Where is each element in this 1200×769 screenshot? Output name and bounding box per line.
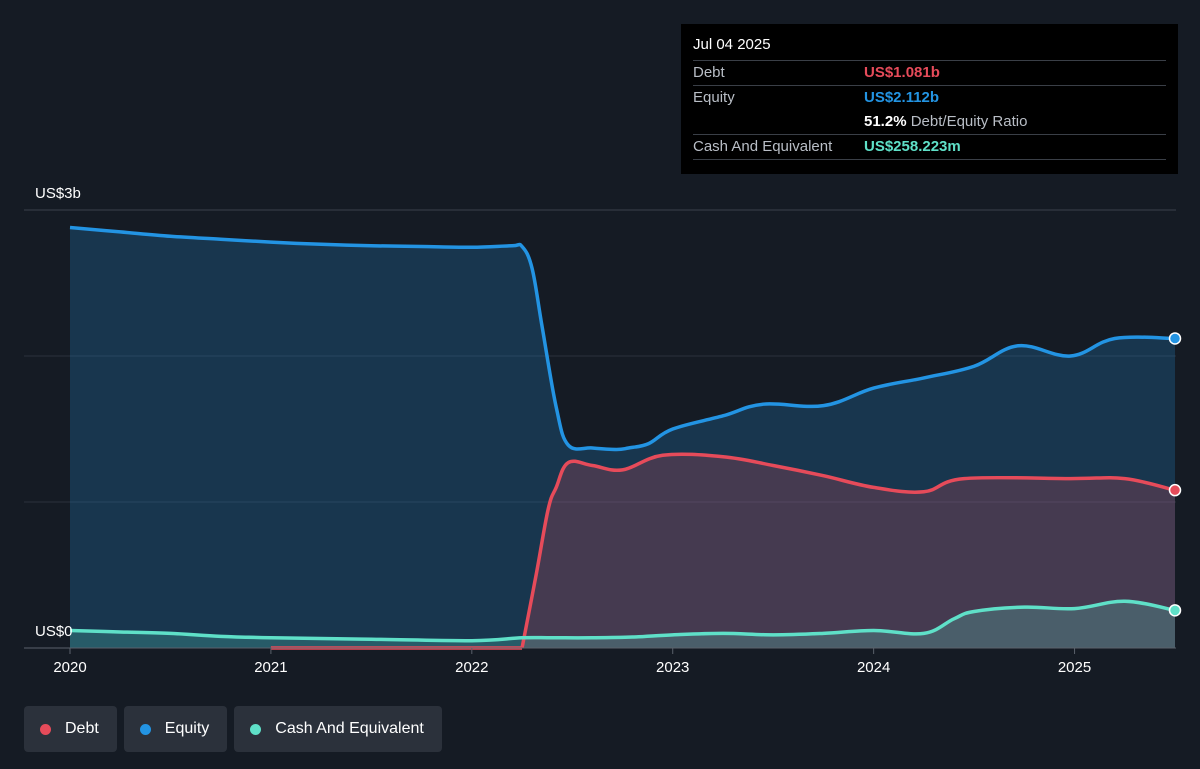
tooltip-panel: Jul 04 2025 Debt US$1.081b Equity US$2.1… xyxy=(681,24,1178,174)
end-dot-cash xyxy=(1168,604,1182,617)
legend-label-debt: Debt xyxy=(65,720,99,737)
y-tick-label-bottom: US$0 xyxy=(35,623,73,640)
chart-legend: Debt Equity Cash And Equivalent xyxy=(24,706,442,752)
y-tick-label-top: US$3b xyxy=(35,185,81,202)
tooltip-cash-label: Cash And Equivalent xyxy=(693,138,833,155)
legend-item-cash[interactable]: Cash And Equivalent xyxy=(234,706,442,752)
legend-dot-equity xyxy=(139,723,151,735)
legend-dot-debt xyxy=(40,723,51,735)
chart-areas xyxy=(70,227,1175,648)
line-cash xyxy=(69,599,1176,643)
area-debt xyxy=(522,454,1175,648)
tooltip-debt-row: Debt US$1.081b xyxy=(693,60,1166,85)
tooltip-equity-row: Equity US$2.112b xyxy=(693,85,1166,110)
tooltip-cash-value: US$258.223m xyxy=(864,138,961,155)
area-cash xyxy=(70,601,1175,648)
grid-lines xyxy=(24,209,1176,503)
x-tick-label: 2024 xyxy=(857,659,890,676)
tooltip-equity-label: Equity xyxy=(693,89,735,106)
tooltip-ratio-label: Debt/Equity Ratio xyxy=(910,113,1028,130)
tooltip-ratio-value: 51.2% xyxy=(864,113,907,130)
end-dot-debt xyxy=(1168,483,1182,497)
x-tick-label: 2025 xyxy=(1058,659,1091,676)
tooltip-divider xyxy=(693,159,1166,160)
x-axis: 2020 2021 2022 2023 2024 2025 xyxy=(24,647,1176,676)
tooltip-equity-value: US$2.112b xyxy=(864,89,940,106)
x-tick-label: 2020 xyxy=(53,659,86,676)
legend-item-equity[interactable]: Equity xyxy=(123,706,228,752)
x-tick-label: 2021 xyxy=(254,659,287,676)
line-debt xyxy=(520,452,1176,649)
area-equity xyxy=(70,227,1175,648)
tooltip-debt-value: US$1.081b xyxy=(864,64,940,81)
tooltip-cash-row: Cash And Equivalent US$258.223m xyxy=(693,134,1166,159)
tooltip-debt-label: Debt xyxy=(693,64,725,81)
legend-dot-cash xyxy=(250,723,262,735)
tooltip-ratio-row: 51.2% Debt/Equity Ratio xyxy=(693,110,1166,134)
x-tick-label: 2023 xyxy=(656,659,689,676)
line-equity xyxy=(69,225,1176,452)
legend-label-equity: Equity xyxy=(164,720,210,737)
tooltip-date: Jul 04 2025 xyxy=(693,36,771,53)
end-dots xyxy=(1168,332,1182,617)
legend-label-cash: Cash And Equivalent xyxy=(275,720,424,737)
x-tick-label: 2022 xyxy=(455,659,488,676)
end-dot-equity xyxy=(1168,332,1182,345)
legend-item-debt[interactable]: Debt xyxy=(24,706,117,752)
